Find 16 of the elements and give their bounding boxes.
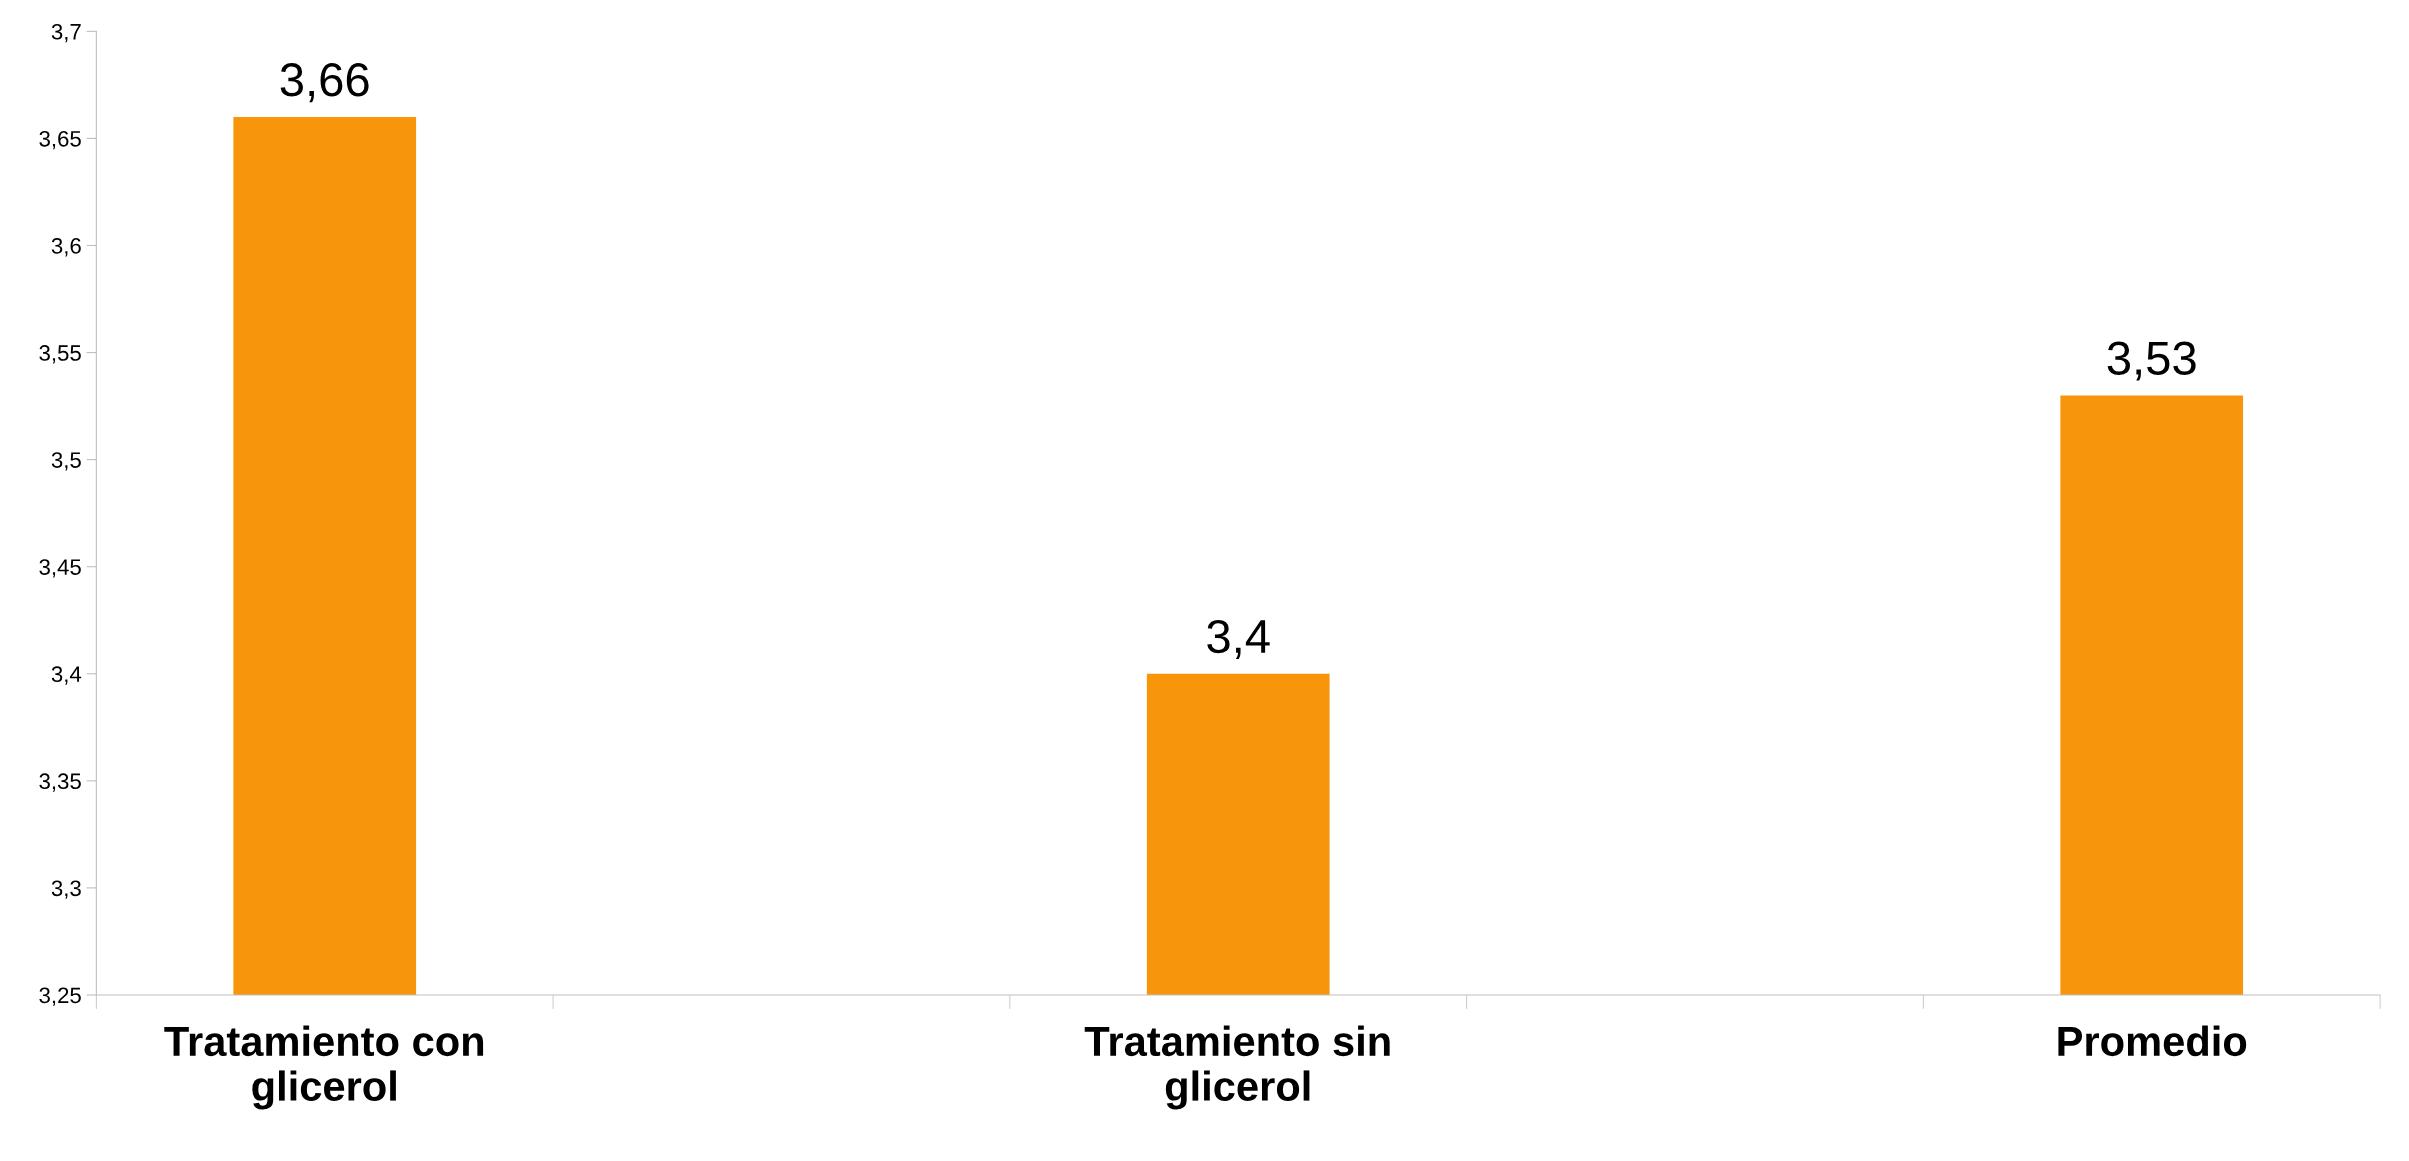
data-label: 3,4	[1207, 619, 1270, 659]
x-tick-label: Tratamiento sin glicerol	[1084, 1025, 1390, 1110]
y-tick-label: 3,6	[51, 238, 81, 257]
data-label: 3,66	[280, 63, 369, 103]
x-tick-label: Tratamiento con glicerol	[164, 1025, 484, 1110]
y-tick-label: 3,45	[39, 559, 81, 578]
y-tick-label: 3,4	[51, 666, 82, 685]
y-tick-label: 3,3	[51, 880, 81, 899]
y-tick-label: 3,7	[51, 23, 81, 43]
y-tick-label: 3,5	[51, 452, 81, 471]
y-tick-label: 3,35	[39, 773, 81, 792]
y-tick-label: 3,65	[39, 130, 81, 150]
data-label: 3,53	[2107, 341, 2196, 381]
y-tick-label: 3,55	[39, 345, 81, 364]
y-tick-label: 3,25	[39, 987, 81, 1006]
x-tick-label: Promedio	[2058, 1025, 2247, 1057]
